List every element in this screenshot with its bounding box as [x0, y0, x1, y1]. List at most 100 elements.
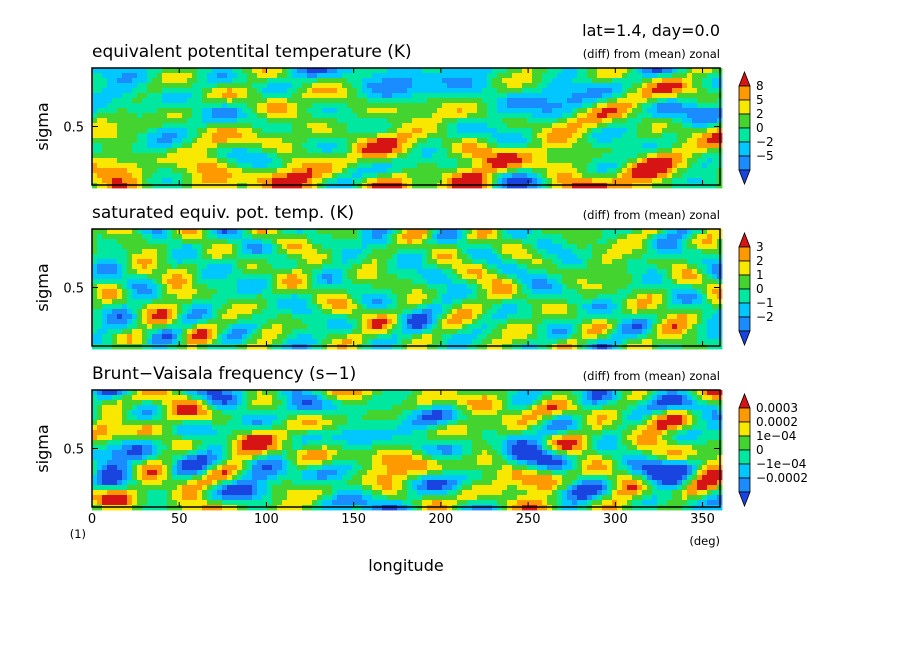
- contour-cell: [492, 108, 498, 114]
- contour-cell: [477, 173, 483, 179]
- contour-cell: [217, 299, 223, 305]
- contour-cell: [482, 128, 488, 134]
- contour-cell: [302, 113, 308, 119]
- contour-cell: [612, 269, 618, 275]
- contour-cell: [137, 249, 143, 255]
- contour-cell: [192, 163, 198, 169]
- contour-cell: [572, 249, 578, 255]
- contour-cell: [502, 133, 508, 139]
- contour-cell: [527, 68, 533, 74]
- contour-cell: [562, 93, 568, 99]
- contour-cell: [677, 173, 683, 179]
- contour-cell: [612, 229, 618, 235]
- contour-cell: [222, 294, 228, 300]
- contour-cell: [507, 244, 513, 250]
- contour-cell: [252, 284, 258, 290]
- contour-cell: [417, 239, 423, 245]
- contour-cell: [462, 239, 468, 245]
- contour-cell: [407, 73, 413, 79]
- contour-cell: [327, 173, 333, 179]
- contour-cell: [692, 294, 698, 300]
- contour-cell: [232, 264, 238, 270]
- contour-cell: [182, 128, 188, 134]
- contour-cell: [177, 108, 183, 114]
- contour-cell: [172, 133, 178, 139]
- contour-cell: [497, 158, 503, 164]
- contour-cell: [392, 229, 398, 235]
- contour-cell: [212, 148, 218, 154]
- contour-cell: [552, 259, 558, 265]
- contour-cell: [232, 163, 238, 169]
- contour-cell: [177, 274, 183, 280]
- contour-cell: [212, 128, 218, 134]
- contour-cell: [257, 88, 263, 94]
- contour-cell: [707, 299, 713, 305]
- contour-cell: [452, 88, 458, 94]
- contour-cell: [612, 108, 618, 114]
- contour-cell: [467, 108, 473, 114]
- contour-cell: [657, 118, 663, 124]
- contour-cell: [237, 78, 243, 84]
- contour-cell: [207, 264, 213, 270]
- contour-cell: [97, 158, 103, 164]
- contour-cell: [287, 274, 293, 280]
- contour-cell: [137, 178, 143, 184]
- contour-cell: [207, 133, 213, 139]
- contour-cell: [457, 138, 463, 144]
- contour-cell: [612, 138, 618, 144]
- contour-cell: [697, 299, 703, 305]
- contour-cell: [322, 274, 328, 280]
- contour-cell: [622, 148, 628, 154]
- contour-cell: [202, 264, 208, 270]
- contour-cell: [597, 163, 603, 169]
- contour-cell: [382, 274, 388, 280]
- contour-cell: [582, 148, 588, 154]
- contour-cell: [547, 153, 553, 159]
- contour-cell: [352, 294, 358, 300]
- contour-cell: [297, 264, 303, 270]
- contour-cell: [482, 259, 488, 265]
- contour-cell: [152, 128, 158, 134]
- contour-cell: [382, 173, 388, 179]
- contour-cell: [232, 254, 238, 260]
- contour-cell: [562, 289, 568, 295]
- contour-cell: [552, 138, 558, 144]
- contour-cell: [532, 234, 538, 240]
- contour-cell: [292, 133, 298, 139]
- contour-cell: [712, 68, 718, 74]
- contour-cell: [232, 269, 238, 275]
- contour-cell: [507, 73, 513, 79]
- contour-cell: [537, 279, 543, 285]
- contour-cell: [267, 259, 273, 265]
- contour-cell: [347, 98, 353, 104]
- contour-cell: [657, 254, 663, 260]
- contour-cell: [412, 73, 418, 79]
- contour-cell: [532, 239, 538, 245]
- contour-cell: [522, 103, 528, 109]
- contour-cell: [337, 178, 343, 184]
- contour-cell: [467, 68, 473, 74]
- contour-cell: [567, 113, 573, 119]
- contour-cell: [287, 148, 293, 154]
- contour-cell: [507, 274, 513, 280]
- contour-cell: [112, 244, 118, 250]
- contour-cell: [157, 113, 163, 119]
- contour-cell: [302, 73, 308, 79]
- contour-cell: [117, 108, 123, 114]
- contour-cell: [247, 284, 253, 290]
- contour-cell: [477, 254, 483, 260]
- contour-cell: [422, 108, 428, 114]
- contour-cell: [597, 269, 603, 275]
- contour-cell: [197, 163, 203, 169]
- contour-cell: [322, 299, 328, 305]
- contour-cell: [317, 173, 323, 179]
- contour-cell: [92, 143, 98, 149]
- contour-cell: [297, 143, 303, 149]
- contour-cell: [417, 269, 423, 275]
- contour-cell: [362, 88, 368, 94]
- contour-cell: [222, 239, 228, 245]
- contour-cell: [597, 93, 603, 99]
- contour-cell: [257, 249, 263, 255]
- contour-cell: [632, 229, 638, 235]
- contour-cell: [302, 239, 308, 245]
